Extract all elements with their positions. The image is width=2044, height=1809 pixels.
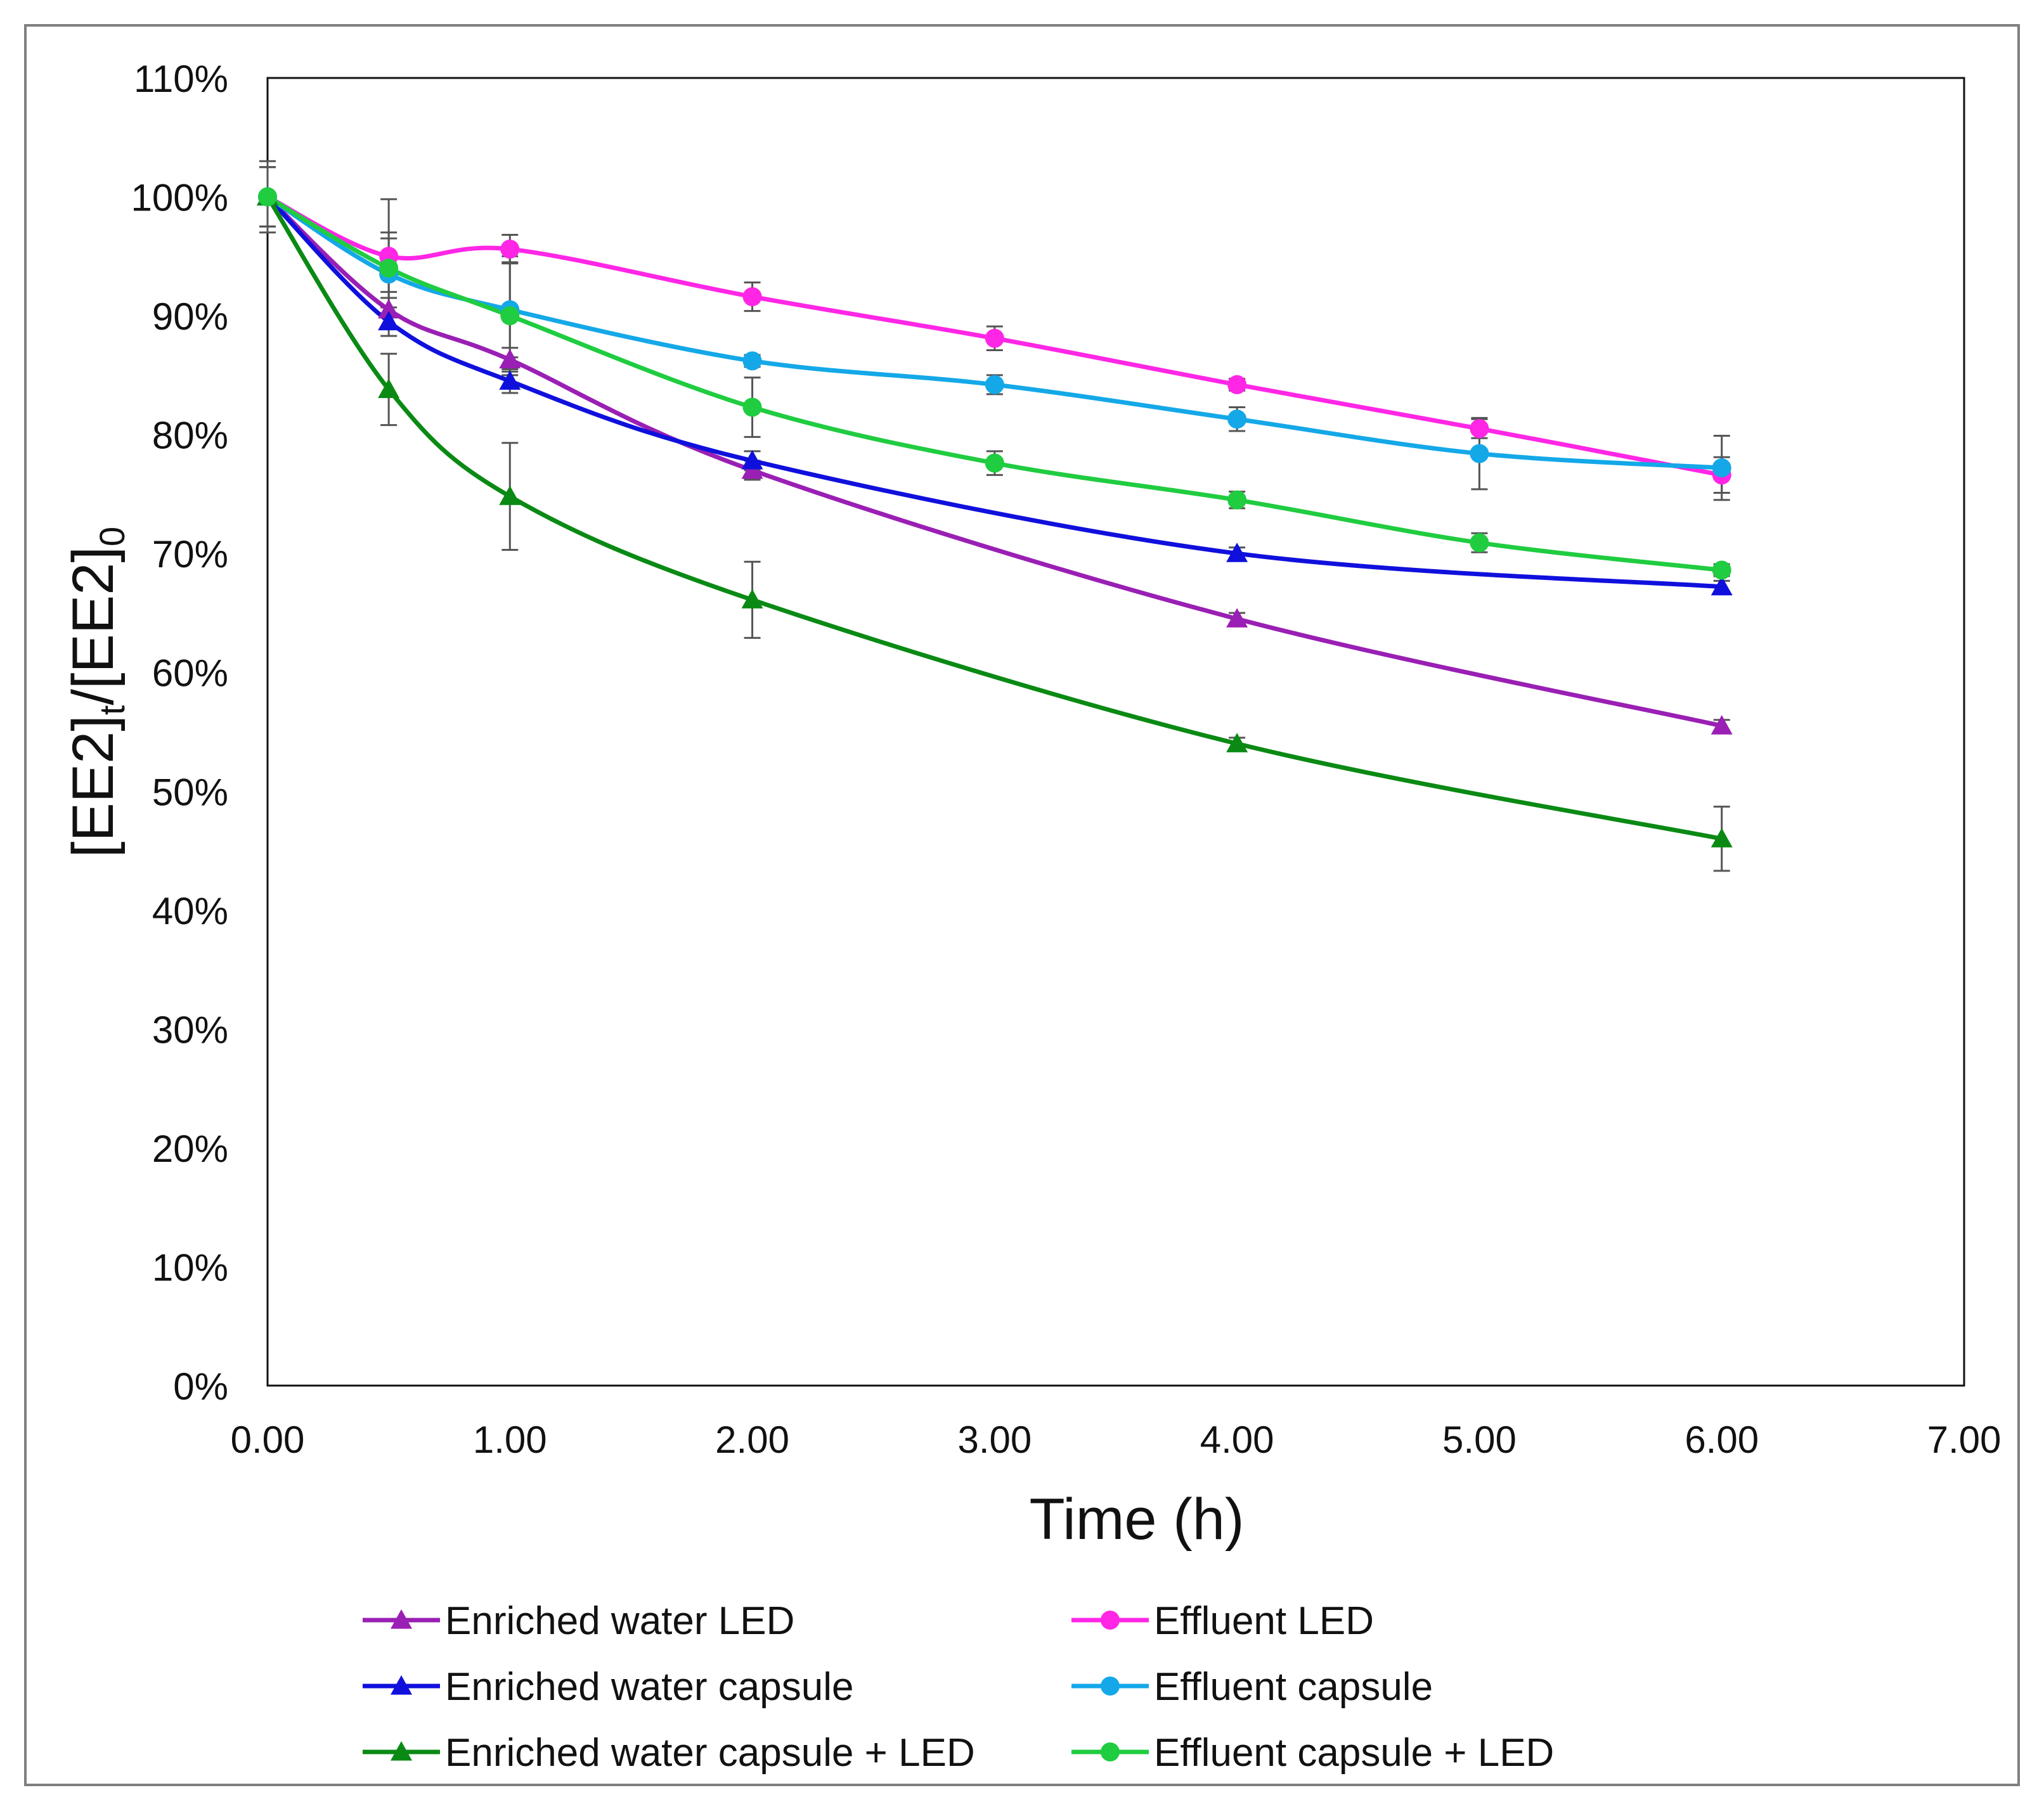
x-tick-label: 6.00	[1685, 1419, 1759, 1461]
legend-label: Effluent capsule + LED	[1154, 1731, 1554, 1775]
data-point	[1226, 733, 1248, 752]
data-point	[1711, 576, 1733, 596]
y-tick-label: 90%	[152, 295, 228, 338]
data-point	[1711, 828, 1733, 847]
y-tick-label: 0%	[173, 1365, 228, 1408]
data-point	[500, 240, 520, 259]
y-tick-label: 20%	[152, 1128, 228, 1170]
data-point	[1711, 715, 1733, 735]
x-tick-label: 3.00	[957, 1419, 1032, 1461]
x-tick-label: 5.00	[1442, 1419, 1517, 1461]
data-point	[1227, 375, 1247, 394]
series-markers	[257, 186, 1733, 847]
y-axis-label: [EE2]t/[EE2]0	[61, 527, 132, 858]
data-point	[499, 486, 521, 505]
plot-background	[266, 77, 1965, 1387]
y-label-sub: 0	[92, 527, 132, 546]
legend-marker	[1101, 1742, 1120, 1761]
series-line	[266, 195, 1723, 477]
x-axis-ticks: 0.00 1.00 2.00 3.00 4.00 5.00 6.00 7.00	[231, 1419, 2002, 1461]
legend-item: Enriched water capsule	[363, 1665, 853, 1709]
y-label-part: [EE2]	[61, 546, 126, 689]
series-line	[266, 195, 1723, 841]
data-point	[1712, 458, 1731, 478]
y-tick-label: 60%	[152, 652, 228, 695]
legend-marker	[391, 1741, 412, 1761]
series-line	[266, 195, 1723, 572]
legend: Enriched water LED Enriched water capsule…	[363, 1599, 1554, 1775]
legend-label: Effluent LED	[1154, 1599, 1374, 1643]
legend-item: Effluent capsule + LED	[1071, 1731, 1554, 1775]
y-tick-label: 80%	[152, 415, 228, 457]
data-point	[1712, 560, 1731, 580]
data-point	[741, 589, 763, 608]
y-tick-label: 110%	[134, 58, 228, 100]
y-tick-label: 70%	[152, 533, 228, 576]
data-point	[500, 306, 520, 326]
data-point	[1227, 409, 1247, 429]
data-point	[985, 453, 1004, 473]
figure-frame	[24, 24, 2020, 1786]
x-tick-label: 4.00	[1200, 1419, 1274, 1461]
data-point	[742, 287, 762, 307]
series-lines	[266, 195, 1723, 841]
data-point	[985, 375, 1004, 394]
data-point	[258, 187, 277, 207]
legend-label: Enriched water LED	[445, 1599, 794, 1643]
data-point	[378, 311, 400, 331]
data-point	[378, 378, 400, 398]
data-point	[1470, 533, 1489, 553]
data-point	[1226, 543, 1248, 562]
y-tick-label: 10%	[152, 1246, 228, 1289]
y-label-part: [EE2]	[61, 715, 126, 858]
legend-label: Enriched water capsule + LED	[445, 1731, 975, 1775]
data-point	[741, 449, 763, 470]
legend-item: Effluent capsule	[1071, 1665, 1433, 1709]
y-tick-label: 40%	[152, 890, 228, 932]
y-tick-label: 100%	[131, 177, 228, 219]
y-label-part: /	[61, 689, 126, 705]
legend-marker	[391, 1675, 412, 1695]
data-point	[742, 351, 762, 371]
x-axis-label: Time (h)	[1029, 1487, 1244, 1552]
data-point	[1227, 490, 1247, 510]
y-tick-label: 50%	[152, 771, 228, 813]
legend-item: Enriched water capsule + LED	[363, 1731, 975, 1775]
data-point	[1470, 419, 1489, 439]
legend-item: Enriched water LED	[363, 1599, 794, 1643]
legend-label: Enriched water capsule	[445, 1665, 853, 1709]
data-point	[499, 349, 521, 369]
data-point	[1470, 444, 1489, 463]
legend-marker	[1101, 1611, 1120, 1630]
x-tick-label: 1.00	[473, 1419, 547, 1461]
data-point	[1226, 608, 1248, 628]
x-tick-label: 7.00	[1927, 1419, 2002, 1461]
y-axis-ticks: 0% 10% 20% 30% 40% 50% 60% 70% 80% 90% 100% 110%	[131, 58, 228, 1408]
plot-area	[266, 77, 1965, 1387]
data-point	[742, 397, 762, 417]
series-line	[266, 195, 1722, 470]
legend-marker	[391, 1609, 412, 1629]
legend-marker	[1101, 1677, 1120, 1696]
legend-label: Effluent capsule	[1154, 1665, 1433, 1709]
x-tick-label: 0.00	[231, 1419, 305, 1461]
data-point	[378, 299, 400, 319]
y-tick-label: 30%	[152, 1008, 228, 1051]
y-label-sub: t	[92, 705, 132, 715]
data-point	[379, 259, 399, 278]
legend-item: Effluent LED	[1071, 1599, 1374, 1643]
data-point	[499, 370, 521, 390]
error-bars	[259, 160, 1730, 872]
data-point	[985, 328, 1004, 348]
x-tick-label: 2.00	[715, 1419, 789, 1461]
